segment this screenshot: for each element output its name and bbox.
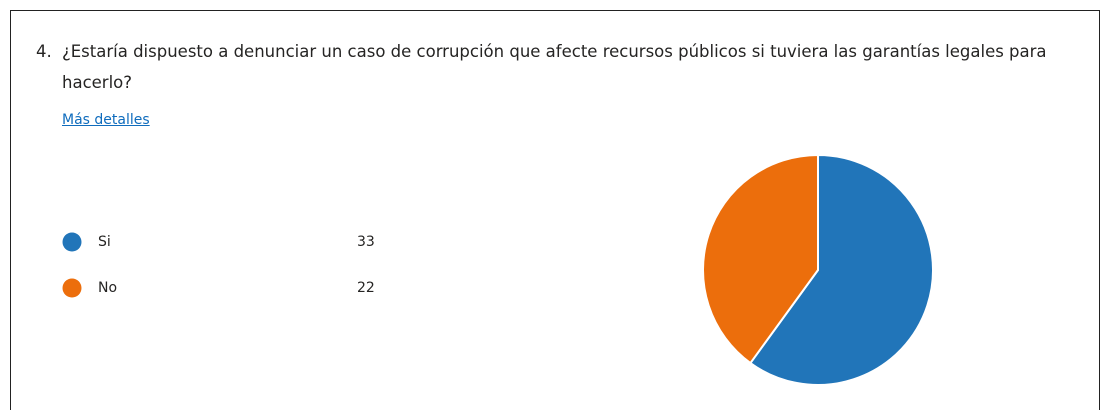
question-title: ¿Estaría dispuesto a denunciar un caso d… [62, 42, 1047, 92]
legend-swatch [62, 278, 82, 298]
question-number: 4. [36, 42, 52, 61]
details-link[interactable]: Más detalles [62, 112, 150, 128]
legend-count: 33 [357, 234, 375, 250]
legend-label: No [98, 280, 117, 296]
pie-slice [749, 153, 934, 386]
legend-count: 22 [357, 280, 375, 296]
pie-slice [702, 153, 819, 365]
legend-swatch [62, 232, 82, 252]
legend-label: Si [98, 234, 111, 250]
card [10, 10, 1100, 410]
question: 4. ¿Estaría dispuesto a denunciar un cas… [36, 36, 1096, 98]
